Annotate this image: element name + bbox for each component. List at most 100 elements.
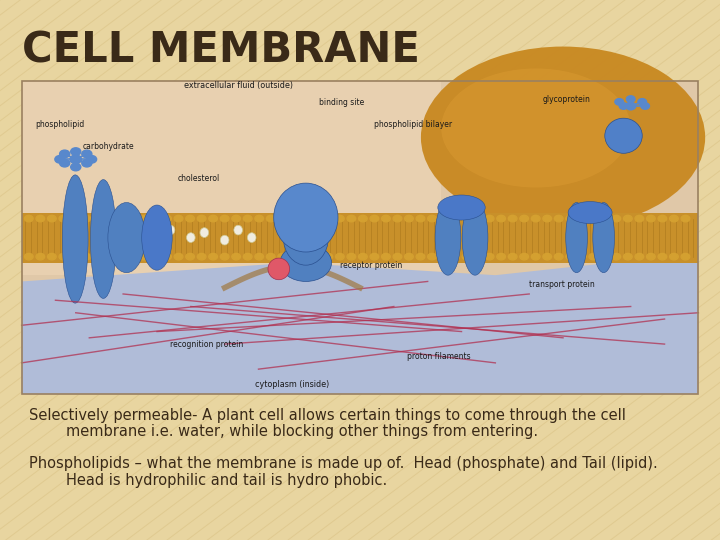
Ellipse shape xyxy=(220,235,229,245)
Circle shape xyxy=(197,215,206,222)
Circle shape xyxy=(589,253,598,260)
Circle shape xyxy=(55,156,65,163)
Circle shape xyxy=(497,215,505,222)
Ellipse shape xyxy=(593,202,614,273)
Circle shape xyxy=(151,253,160,260)
Ellipse shape xyxy=(274,183,338,252)
Circle shape xyxy=(681,215,690,222)
Circle shape xyxy=(612,215,621,222)
Circle shape xyxy=(462,253,471,260)
Circle shape xyxy=(508,215,517,222)
FancyBboxPatch shape xyxy=(22,81,441,275)
Circle shape xyxy=(255,215,264,222)
Text: glycoprotein: glycoprotein xyxy=(543,95,590,104)
Text: transport protein: transport protein xyxy=(529,280,595,289)
Circle shape xyxy=(94,253,102,260)
Circle shape xyxy=(451,215,459,222)
Circle shape xyxy=(82,150,92,158)
Circle shape xyxy=(336,253,344,260)
Text: proton filaments: proton filaments xyxy=(408,352,471,361)
Circle shape xyxy=(289,253,298,260)
Circle shape xyxy=(626,102,636,110)
Circle shape xyxy=(289,215,298,222)
Circle shape xyxy=(174,215,183,222)
Circle shape xyxy=(497,253,505,260)
Circle shape xyxy=(626,96,635,102)
Circle shape xyxy=(393,215,402,222)
Ellipse shape xyxy=(441,69,631,187)
Circle shape xyxy=(359,215,367,222)
Circle shape xyxy=(670,253,678,260)
Circle shape xyxy=(531,253,540,260)
Circle shape xyxy=(566,253,575,260)
Circle shape xyxy=(615,99,624,105)
Circle shape xyxy=(94,215,102,222)
Circle shape xyxy=(24,253,33,260)
Circle shape xyxy=(416,215,425,222)
Circle shape xyxy=(186,253,194,260)
Circle shape xyxy=(382,253,390,260)
Circle shape xyxy=(520,215,528,222)
Circle shape xyxy=(209,215,217,222)
Circle shape xyxy=(474,215,482,222)
Text: membrane i.e. water, while blocking other things from entering.: membrane i.e. water, while blocking othe… xyxy=(29,424,538,439)
Circle shape xyxy=(641,103,649,109)
Circle shape xyxy=(531,215,540,222)
Circle shape xyxy=(36,253,45,260)
Circle shape xyxy=(508,253,517,260)
Circle shape xyxy=(278,253,287,260)
Text: carbohydrate: carbohydrate xyxy=(83,142,134,151)
Circle shape xyxy=(301,253,310,260)
Circle shape xyxy=(619,103,628,109)
Ellipse shape xyxy=(568,201,612,224)
Circle shape xyxy=(243,215,252,222)
Circle shape xyxy=(543,215,552,222)
Circle shape xyxy=(232,215,240,222)
Circle shape xyxy=(48,253,56,260)
Text: extracellular fluid (outside): extracellular fluid (outside) xyxy=(184,81,292,90)
Ellipse shape xyxy=(605,118,642,153)
Circle shape xyxy=(59,215,68,222)
Circle shape xyxy=(405,215,413,222)
Circle shape xyxy=(635,215,644,222)
Circle shape xyxy=(658,253,667,260)
Ellipse shape xyxy=(280,244,332,281)
Circle shape xyxy=(24,215,33,222)
FancyBboxPatch shape xyxy=(22,81,698,394)
Ellipse shape xyxy=(63,175,88,303)
Circle shape xyxy=(635,253,644,260)
Circle shape xyxy=(451,253,459,260)
FancyBboxPatch shape xyxy=(22,285,698,394)
Circle shape xyxy=(347,253,356,260)
Circle shape xyxy=(278,215,287,222)
Ellipse shape xyxy=(248,233,256,242)
Circle shape xyxy=(71,215,79,222)
Circle shape xyxy=(324,253,333,260)
Circle shape xyxy=(589,215,598,222)
Circle shape xyxy=(554,253,563,260)
Circle shape xyxy=(186,215,194,222)
Circle shape xyxy=(197,253,206,260)
Ellipse shape xyxy=(284,210,328,265)
Circle shape xyxy=(359,253,367,260)
Text: receptor protein: receptor protein xyxy=(340,261,402,271)
Circle shape xyxy=(405,253,413,260)
Circle shape xyxy=(140,215,148,222)
Circle shape xyxy=(301,215,310,222)
Circle shape xyxy=(266,215,275,222)
Text: phospholipid: phospholipid xyxy=(35,120,84,130)
Circle shape xyxy=(520,253,528,260)
Circle shape xyxy=(105,215,114,222)
Circle shape xyxy=(439,253,448,260)
Circle shape xyxy=(71,253,79,260)
Circle shape xyxy=(232,253,240,260)
Circle shape xyxy=(71,163,81,171)
Circle shape xyxy=(600,253,609,260)
Circle shape xyxy=(174,253,183,260)
Circle shape xyxy=(647,215,655,222)
Circle shape xyxy=(347,215,356,222)
Circle shape xyxy=(462,215,471,222)
Text: Selectively permeable- A plant cell allows certain things to come through the ce: Selectively permeable- A plant cell allo… xyxy=(29,408,626,423)
Ellipse shape xyxy=(435,200,461,275)
Ellipse shape xyxy=(234,225,243,235)
